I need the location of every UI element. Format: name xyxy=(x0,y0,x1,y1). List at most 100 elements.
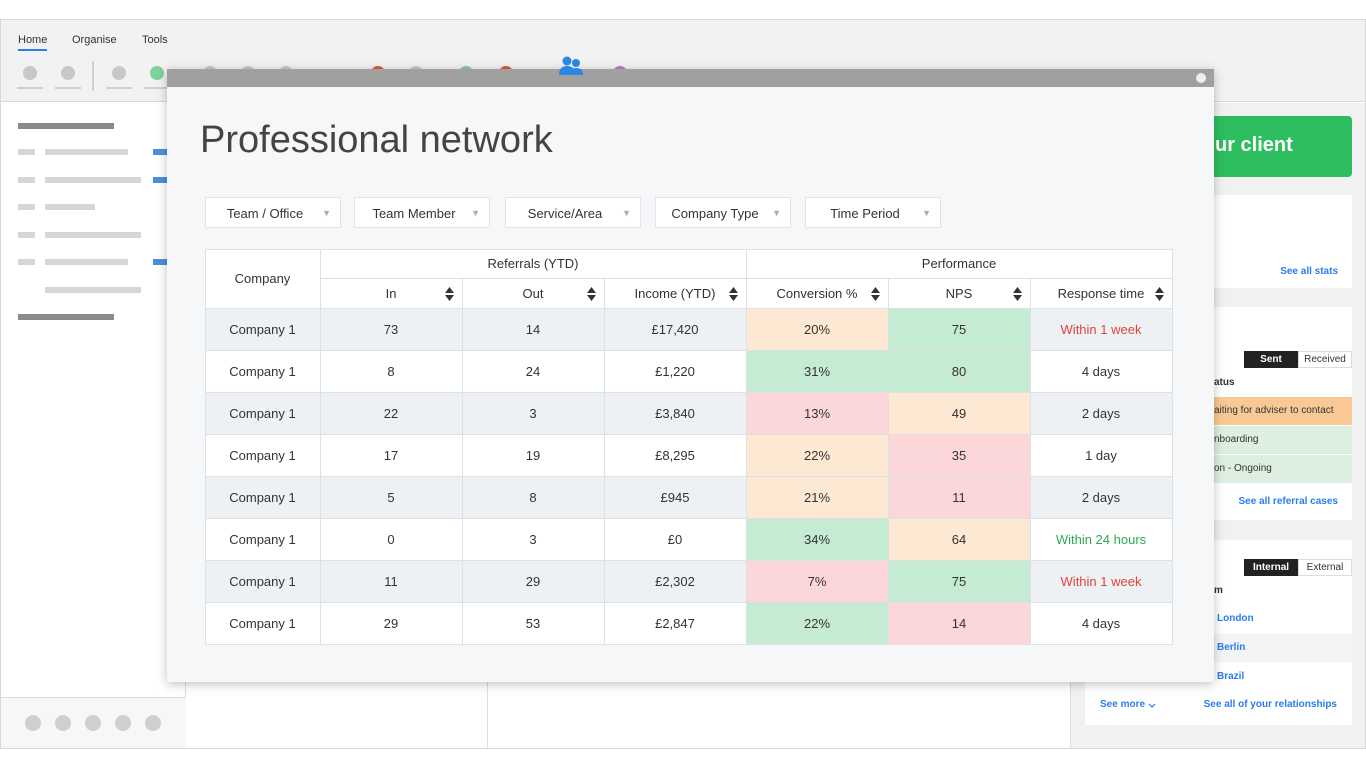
column-header[interactable]: Conversion % xyxy=(745,277,889,309)
column-header[interactable]: NPS xyxy=(887,277,1031,309)
table-cell: 7% xyxy=(745,559,889,603)
table-cell: £2,302 xyxy=(603,559,747,603)
table-cell: £17,420 xyxy=(603,307,747,351)
table-cell: Company 1 xyxy=(204,433,321,477)
table-cell: 1 day xyxy=(1029,433,1173,477)
tab[interactable]: Tools xyxy=(142,34,168,46)
table-cell: 14 xyxy=(461,307,605,351)
sort-icon[interactable] xyxy=(870,286,880,301)
tab[interactable]: External xyxy=(1298,559,1352,576)
modal-title: Professional network xyxy=(200,119,553,161)
location[interactable]: London xyxy=(1217,613,1254,624)
location[interactable]: Berlin xyxy=(1217,642,1246,653)
column-header[interactable]: In xyxy=(319,277,463,309)
table-cell: 2 days xyxy=(1029,391,1173,435)
filter-label: Company Type xyxy=(671,206,759,221)
filter-dropdown[interactable]: Service/Area ▼ xyxy=(505,197,641,228)
tab[interactable]: Internal xyxy=(1244,559,1298,576)
table: Company Referrals (YTD) Performance In Out In… xyxy=(204,248,1173,645)
filter-label: Team Member xyxy=(372,206,456,221)
filter-label: Team / Office xyxy=(226,206,304,221)
table-cell: £0 xyxy=(603,517,747,561)
placeholder-bar xyxy=(45,177,141,183)
filter-dropdown[interactable]: Company Type ▼ xyxy=(655,197,791,228)
column-header: atus xyxy=(1214,377,1235,388)
table-cell: Company 1 xyxy=(204,601,321,645)
table-cell: 80 xyxy=(887,349,1031,393)
sort-icon[interactable] xyxy=(728,286,738,301)
dropdown-arrow: ▼ xyxy=(471,208,480,218)
tab[interactable]: Sent xyxy=(1244,351,1298,368)
tab[interactable]: Home xyxy=(18,34,48,46)
header-cell: Company xyxy=(204,248,321,309)
table-cell: 13% xyxy=(745,391,889,435)
table-cell: 64 xyxy=(887,517,1031,561)
table-cell: 22% xyxy=(745,601,889,645)
placeholder-bar xyxy=(153,177,167,183)
table-cell: 53 xyxy=(461,601,605,645)
sort-icon[interactable] xyxy=(586,286,596,301)
table-cell: 20% xyxy=(745,307,889,351)
table-cell: 75 xyxy=(887,307,1031,351)
link[interactable]: See all of your relationships xyxy=(1203,699,1337,710)
column-header[interactable]: Response time xyxy=(1029,277,1173,309)
sort-icon[interactable] xyxy=(1154,286,1164,301)
table-cell: £3,840 xyxy=(603,391,747,435)
modal: Professional network Company Referrals (Y… xyxy=(167,69,1214,682)
sort-icon[interactable] xyxy=(1012,286,1022,301)
table-cell: Company 1 xyxy=(204,349,321,393)
table-cell: 8 xyxy=(319,349,463,393)
table-cell: Company 1 xyxy=(204,307,321,351)
table-cell: 49 xyxy=(887,391,1031,435)
table-cell: £2,847 xyxy=(603,601,747,645)
table-cell: 24 xyxy=(461,349,605,393)
table-cell: Company 1 xyxy=(204,517,321,561)
table-cell: £1,220 xyxy=(603,349,747,393)
sort-icon[interactable] xyxy=(444,286,454,301)
table-cell: £945 xyxy=(603,475,747,519)
filter-label: Time Period xyxy=(830,206,900,221)
see-more[interactable]: See more xyxy=(1100,699,1146,710)
dropdown-arrow: ▼ xyxy=(322,208,331,218)
table-cell: 5 xyxy=(319,475,463,519)
cta-label[interactable]: ur client xyxy=(1215,134,1293,156)
dropdown-arrow: ▼ xyxy=(772,208,781,218)
column-header[interactable]: Out xyxy=(461,277,605,309)
table-cell: 3 xyxy=(461,517,605,561)
placeholder-bar xyxy=(153,149,167,155)
filter-dropdown[interactable]: Team Member ▼ xyxy=(354,197,490,228)
table-cell: 21% xyxy=(745,475,889,519)
table-cell: 22 xyxy=(319,391,463,435)
table-cell: 31% xyxy=(745,349,889,393)
group-header: Referrals (YTD) xyxy=(319,248,747,279)
table-cell: 75 xyxy=(887,559,1031,603)
table-cell: Within 24 hours xyxy=(1029,517,1173,561)
placeholder-bar xyxy=(18,232,35,238)
close-button[interactable] xyxy=(1196,73,1206,83)
table-cell: 17 xyxy=(319,433,463,477)
link[interactable]: See all stats xyxy=(1280,266,1338,277)
table-cell: 22% xyxy=(745,433,889,477)
placeholder-bar xyxy=(45,232,141,238)
placeholder-bar xyxy=(45,204,95,210)
table-cell: Company 1 xyxy=(204,391,321,435)
people-icon xyxy=(559,56,583,75)
table-cell: 14 xyxy=(887,601,1031,645)
column-header[interactable]: Income (YTD) xyxy=(603,277,747,309)
sidebar xyxy=(1,103,186,748)
placeholder-bar xyxy=(45,149,128,155)
footer-icons xyxy=(25,715,161,731)
tab[interactable]: Organise xyxy=(72,34,117,46)
link[interactable]: See all referral cases xyxy=(1238,496,1338,507)
table-cell: 2 days xyxy=(1029,475,1173,519)
filter-dropdown[interactable]: Time Period ▼ xyxy=(805,197,941,228)
table-cell: 11 xyxy=(319,559,463,603)
table-cell: 19 xyxy=(461,433,605,477)
location[interactable]: Brazil xyxy=(1217,671,1245,682)
table-cell: 3 xyxy=(461,391,605,435)
tab[interactable]: Received xyxy=(1298,351,1352,368)
filter-dropdown[interactable]: Team / Office ▼ xyxy=(205,197,341,228)
table-cell: 29 xyxy=(319,601,463,645)
divider xyxy=(487,660,488,748)
